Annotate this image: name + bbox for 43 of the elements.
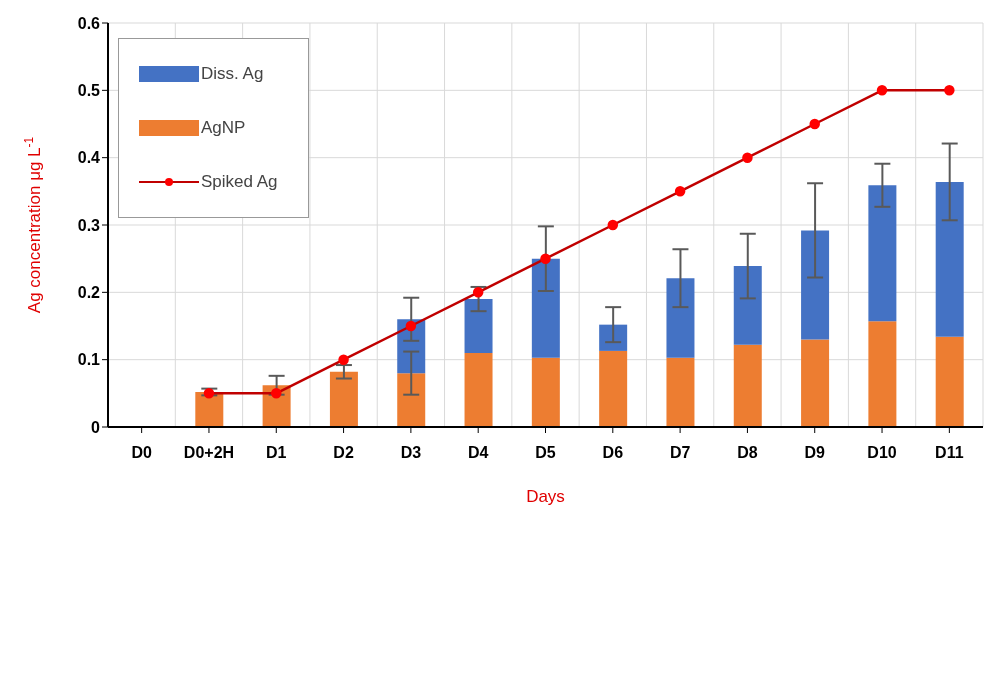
legend-label: Diss. Ag xyxy=(201,64,264,84)
bar xyxy=(397,373,426,427)
bar xyxy=(599,350,628,427)
x-tick-label: D10 xyxy=(867,444,897,462)
x-tick-label: D8 xyxy=(737,444,758,462)
bar xyxy=(531,357,560,427)
x-tick-label: D3 xyxy=(400,444,422,462)
bar xyxy=(531,258,560,358)
legend-label: Spiked Ag xyxy=(201,172,278,192)
x-tick-label: D6 xyxy=(602,444,624,462)
x-tick-label: D5 xyxy=(535,444,556,462)
bar xyxy=(666,357,695,427)
y-tick-label: 0.5 xyxy=(77,82,101,100)
bar xyxy=(195,391,224,427)
bar xyxy=(868,185,897,322)
x-tick-label: D9 xyxy=(804,444,826,462)
bar xyxy=(935,336,964,427)
bar xyxy=(599,324,628,351)
bar xyxy=(733,266,762,345)
x-axis-title: Days xyxy=(526,487,565,506)
y-tick-label: 0.1 xyxy=(77,351,101,369)
bar xyxy=(801,230,830,340)
x-tick-label: D7 xyxy=(669,444,691,462)
bar xyxy=(329,371,358,427)
y-tick-label: 0.6 xyxy=(77,14,101,32)
x-tick-label: D2 xyxy=(333,444,354,462)
x-tick-label: D4 xyxy=(467,444,489,462)
x-tick-label: D0+2H xyxy=(183,444,235,462)
bar xyxy=(666,278,695,358)
bar xyxy=(733,344,762,427)
y-tick-label: 0.4 xyxy=(77,149,101,167)
x-tick-label: D1 xyxy=(266,444,287,462)
bar xyxy=(464,299,493,353)
x-tick-label: D0 xyxy=(131,444,152,462)
bar xyxy=(464,352,493,427)
legend-label: AgNP xyxy=(201,118,246,138)
y-tick-label: 0 xyxy=(91,418,101,436)
y-tick-label: 0.3 xyxy=(77,216,101,234)
bar xyxy=(935,181,964,337)
bar xyxy=(868,321,897,427)
y-tick-label: 0.2 xyxy=(77,284,101,302)
bar xyxy=(801,339,830,427)
x-tick-label: D11 xyxy=(935,444,964,462)
